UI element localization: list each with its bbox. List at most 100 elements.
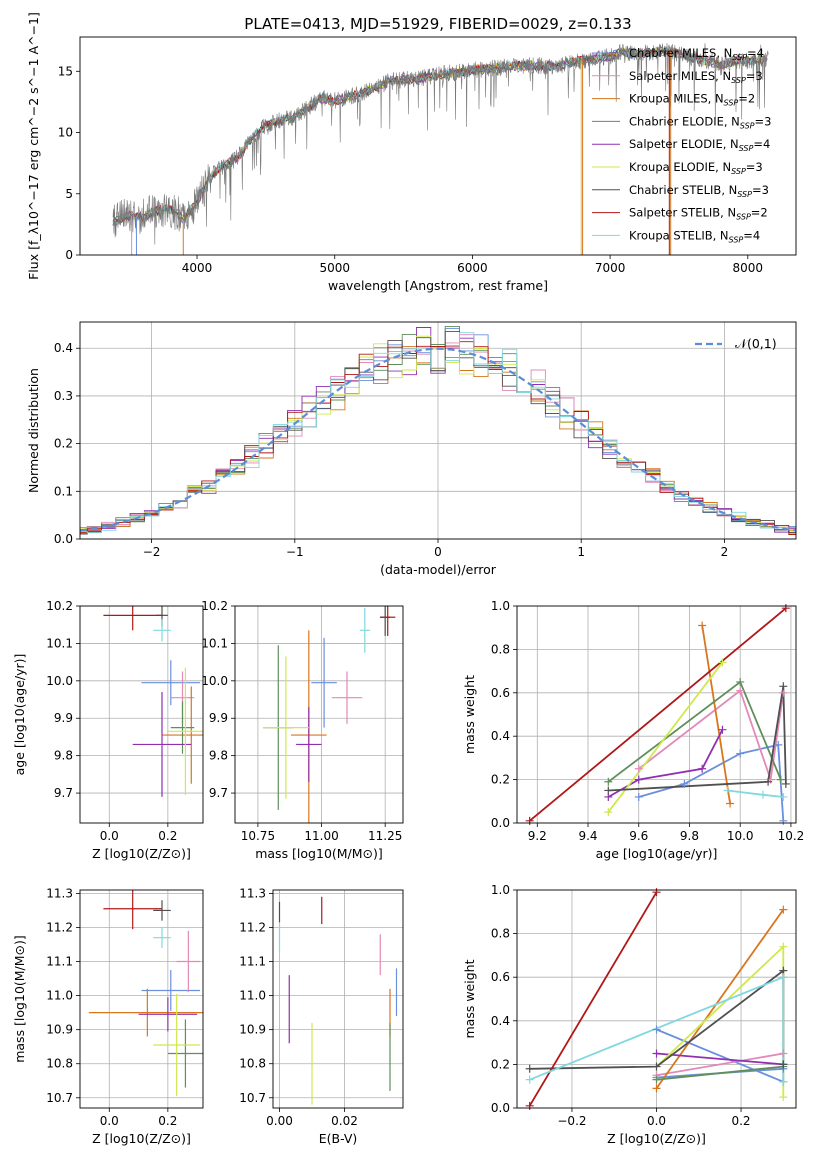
residuals-ytick-label: 0.1	[54, 484, 73, 498]
mass-weight-point	[759, 790, 768, 799]
mass-weight-point	[736, 686, 745, 695]
mass_weight_vs_Z-xtick-label: 0.2	[731, 1114, 750, 1128]
residuals-xtick-label: 2	[721, 545, 729, 559]
spectrum-xlabel: wavelength [Angstrom, rest frame]	[328, 278, 548, 293]
mass_weight_vs_Z-ytick-label: 0.6	[491, 970, 510, 984]
mass_vs_Z-ytick-label: 11.1	[46, 955, 73, 969]
residuals-xtick-label: 0	[434, 545, 442, 559]
mass-weight-line	[528, 891, 658, 1107]
mass-weight-line	[701, 625, 731, 804]
mass-weight-line	[607, 661, 724, 813]
mass_weight_vs_age-xlabel: age [log10(age/yr)]	[596, 846, 718, 861]
age_vs_Z-plot-area	[80, 606, 203, 823]
residuals-ylabel: Normed distribution	[26, 368, 41, 493]
mass-weight-point	[652, 1075, 661, 1084]
mass_weight_vs_Z-xtick-label: 0.0	[647, 1114, 666, 1128]
residuals-ytick-label: 0.4	[54, 341, 73, 355]
mass_weight_vs_age-xtick-label: 9.6	[629, 829, 648, 843]
mass-weight-point	[726, 799, 735, 808]
age_vs_Z-xlabel: Z [log10(Z/Z⊙)]	[92, 846, 191, 861]
mass_weight_vs_age-plot-area	[517, 606, 796, 823]
mass-weight-line	[655, 909, 785, 1089]
mass_weight_vs_Z-ytick-label: 0.8	[491, 927, 510, 941]
mass_weight_vs_Z-xtick-label: −0.2	[557, 1114, 586, 1128]
spectrum-frame	[79, 36, 797, 256]
spectrum-ylabel: Flux [f_λ10^−17 erg cm^−2 s^−1 A^−1]	[26, 12, 41, 280]
mass_vs_Z-frame	[79, 889, 204, 1109]
mass-weight-point	[652, 1062, 661, 1071]
spectrum-plot-area	[112, 43, 769, 255]
residuals-xtick-label: −1	[286, 545, 304, 559]
mass-weight-point	[781, 779, 790, 788]
mass-weight-line	[608, 686, 787, 792]
residual-histogram	[80, 332, 796, 534]
mass-weight-point	[776, 775, 785, 784]
spectrum-ytick-label: 10	[58, 126, 73, 140]
mass_weight_vs_Z-ytick-label: 0.2	[491, 1057, 510, 1071]
mass-weight-point	[779, 682, 788, 691]
mass-weight-line	[529, 607, 787, 822]
mass_vs_Z-ytick-label: 10.7	[46, 1091, 73, 1105]
mass_vs_Z-ytick-label: 11.2	[46, 920, 73, 934]
age_vs_Z-xtick-label: 0.0	[100, 829, 119, 843]
mass-weight-point	[525, 1101, 534, 1110]
mass-weight-point	[779, 973, 788, 982]
legend-nssp: =3	[746, 69, 763, 83]
legend-nssp: =4	[747, 46, 764, 60]
mass-weight-point	[779, 1060, 788, 1069]
mass_vs_Z-ylabel: mass [log10(M/M⊙)]	[12, 935, 27, 1063]
mass-weight-point	[652, 888, 661, 897]
mass_weight_vs_age-xtick-label: 10.2	[778, 829, 805, 843]
mass-weight-point	[718, 725, 727, 734]
age_vs_mass-xtick-label: 11.25	[368, 829, 402, 843]
mass_vs_ebv-ytick-label: 11.1	[239, 955, 266, 969]
mass_vs_ebv-ytick-label: 10.9	[239, 1023, 266, 1037]
mass-weight-point	[779, 1093, 788, 1102]
legend-label: Chabrier ELODIE, NSSP=3	[629, 114, 771, 130]
legend-label: Kroupa ELODIE, NSSP=3	[629, 160, 763, 176]
age_vs_mass-ytick-label: 9.8	[209, 749, 228, 763]
mass-weight-point	[634, 764, 643, 773]
spectrum-ytick-label: 15	[58, 64, 73, 78]
mass-weight-point	[652, 1084, 661, 1093]
mass-weight-point	[779, 905, 788, 914]
mass-weight-point	[779, 942, 788, 951]
legend-nssp: =2	[738, 92, 755, 106]
spectrum-xtick-label: 6000	[457, 261, 488, 275]
mass-weight-point	[736, 677, 745, 686]
mass-weight-line	[656, 1065, 784, 1081]
mass-weight-point	[652, 1049, 661, 1058]
age_vs_Z-ylabel: age [log10(age/yr)]	[12, 654, 27, 776]
mass_weight_vs_age-frame	[516, 605, 797, 824]
mass-weight-point	[774, 740, 783, 749]
legend-label: Chabrier MILES, NSSP=4	[629, 46, 764, 62]
mass_vs_Z-ytick-label: 11.0	[46, 989, 73, 1003]
mass-weight-point	[604, 808, 613, 817]
age_vs_Z-xtick-label: 0.2	[158, 829, 177, 843]
mass_weight_vs_age-ytick-label: 0.4	[491, 729, 510, 743]
mass-weight-point	[698, 764, 707, 773]
age_vs_Z-ytick-label: 9.7	[54, 786, 73, 800]
legend-nssp: =3	[746, 160, 763, 174]
residuals-ytick-label: 0.3	[54, 389, 73, 403]
mass_weight_vs_age-xtick-label: 9.8	[680, 829, 699, 843]
mass-weight-point	[634, 775, 643, 784]
mass_weight_vs_age-xtick-label: 9.2	[528, 829, 547, 843]
mass_weight_vs_age-ytick-label: 0.6	[491, 686, 510, 700]
legend-label: Salpeter MILES, NSSP=3	[629, 69, 763, 85]
mass_vs_Z-xlabel: Z [log10(Z/Z⊙)]	[92, 1131, 191, 1146]
mass_weight_vs_age-ytick-label: 0.8	[491, 642, 510, 656]
residuals-xtick-label: −2	[143, 545, 161, 559]
mass-weight-point	[680, 779, 689, 788]
legend-subscript: SSP	[731, 76, 746, 85]
age_vs_Z-ytick-label: 10.0	[46, 674, 73, 688]
mass-weight-point	[723, 786, 732, 795]
mass-weight-point	[525, 1075, 534, 1084]
mass_vs_Z-ytick-label: 10.9	[46, 1023, 73, 1037]
mass_weight_vs_age-ylabel: mass weight	[462, 675, 477, 754]
legend-subscript: SSP	[724, 99, 739, 108]
spectrum-xtick-label: 4000	[182, 261, 213, 275]
age_vs_mass-xtick-label: 10.75	[241, 829, 275, 843]
mass-weight-line	[656, 1052, 784, 1066]
